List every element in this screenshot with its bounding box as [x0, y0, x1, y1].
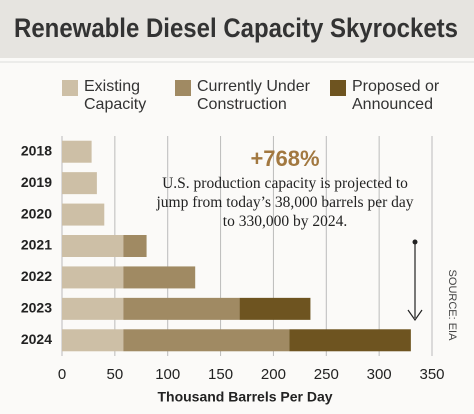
legend-swatch	[330, 80, 346, 96]
bar-segment	[123, 297, 240, 320]
y-tick-label: 2018	[21, 142, 52, 158]
bar-segment	[62, 329, 124, 352]
annotation-text: U.S. production capacity is projected to…	[156, 175, 414, 230]
y-tick-label: 2023	[21, 300, 52, 316]
bar-segment	[289, 329, 411, 352]
x-tick-label: 200	[261, 366, 286, 383]
bar-segment	[62, 266, 124, 289]
bar-segment	[123, 329, 290, 352]
plot: 0 50 100 150 200 250 300 350 2018 2019 2020 2021 202…	[21, 136, 445, 383]
y-tick-label: 2021	[21, 237, 52, 253]
x-tick-label: 50	[107, 366, 124, 383]
source: SOURCE: EIA	[446, 270, 458, 342]
legend-swatch	[175, 80, 191, 96]
y-tick-label: 2019	[21, 174, 52, 190]
x-axis-title: Thousand Barrels Per Day	[157, 389, 332, 405]
y-tick-label: 2020	[21, 205, 52, 221]
x-tick-label: 250	[314, 366, 339, 383]
chart-title: Renewable Diesel Capacity Skyrockets	[14, 13, 458, 43]
annotation-headline: +768%	[250, 146, 320, 171]
y-tick-label: 2024	[21, 331, 52, 347]
legend-swatch	[62, 80, 78, 96]
x-tick-label: 350	[419, 366, 444, 383]
title-band	[0, 0, 474, 58]
bar-segment	[62, 140, 92, 163]
x-tick-label: 100	[155, 366, 180, 383]
bar-segment	[62, 235, 124, 257]
bar-segment	[123, 235, 147, 257]
x-tick-label: 300	[367, 366, 392, 383]
bar-segment	[62, 203, 105, 226]
bar-segment	[123, 266, 196, 289]
y-tick-label: 2022	[21, 268, 52, 284]
bar-segment	[62, 297, 124, 320]
bar-segment	[62, 172, 97, 195]
legend-label: Existing Capacity	[84, 78, 147, 113]
legend-label: Proposed or Announced	[352, 78, 440, 113]
bar-segment	[239, 297, 311, 320]
arrow-head	[407, 309, 423, 322]
x-tick-label: 150	[208, 366, 233, 383]
legend-label: Currently Under Construction	[197, 78, 310, 113]
x-tick-label: 0	[58, 366, 66, 383]
